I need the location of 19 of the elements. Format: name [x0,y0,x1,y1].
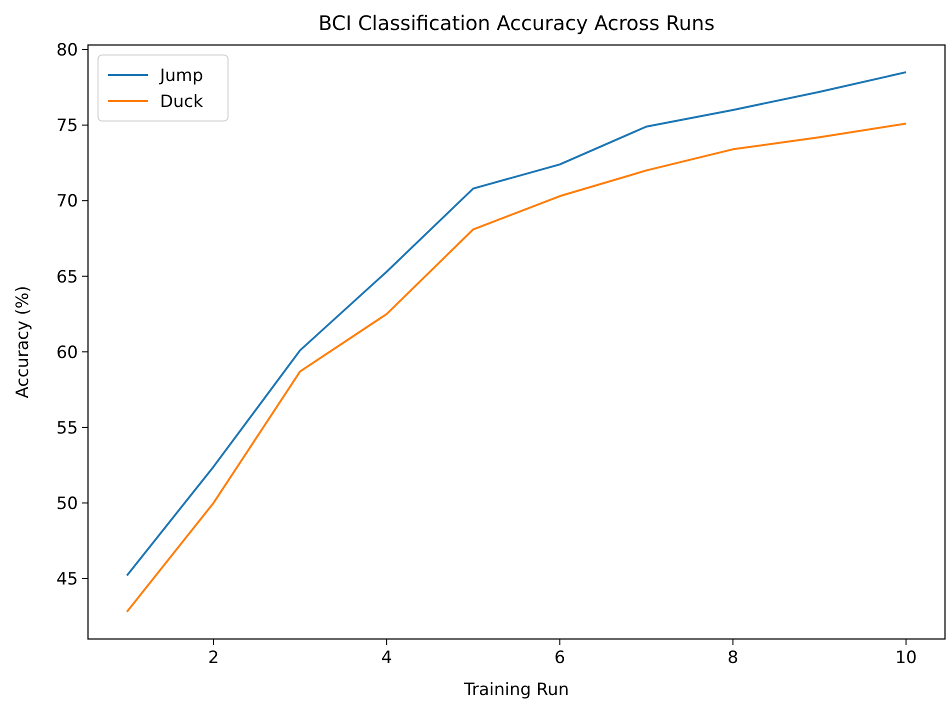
y-tick-label: 50 [56,494,78,514]
y-tick-label: 45 [56,570,78,590]
x-tick-label: 8 [728,648,738,668]
y-tick-label: 55 [56,418,78,438]
y-tick-label: 60 [56,342,78,363]
x-tick-label: 4 [381,648,392,668]
y-tick-label: 65 [56,267,78,288]
y-axis-title: Accuracy (%) [13,286,33,398]
line-series [126,122,908,613]
legend-label: Jump [159,66,204,86]
x-axis-title: Training Run [462,680,570,700]
y-tick-label: 75 [56,116,78,136]
x-tick-label: 10 [895,648,917,668]
chart-title: BCI Classification Accuracy Across Runs [318,11,715,35]
x-tick-label: 2 [208,648,219,668]
y-tick-label: 70 [56,192,78,212]
legend-label: Duck [160,92,204,112]
y-tick-label: 80 [56,40,78,61]
x-tick-label: 6 [554,648,566,668]
